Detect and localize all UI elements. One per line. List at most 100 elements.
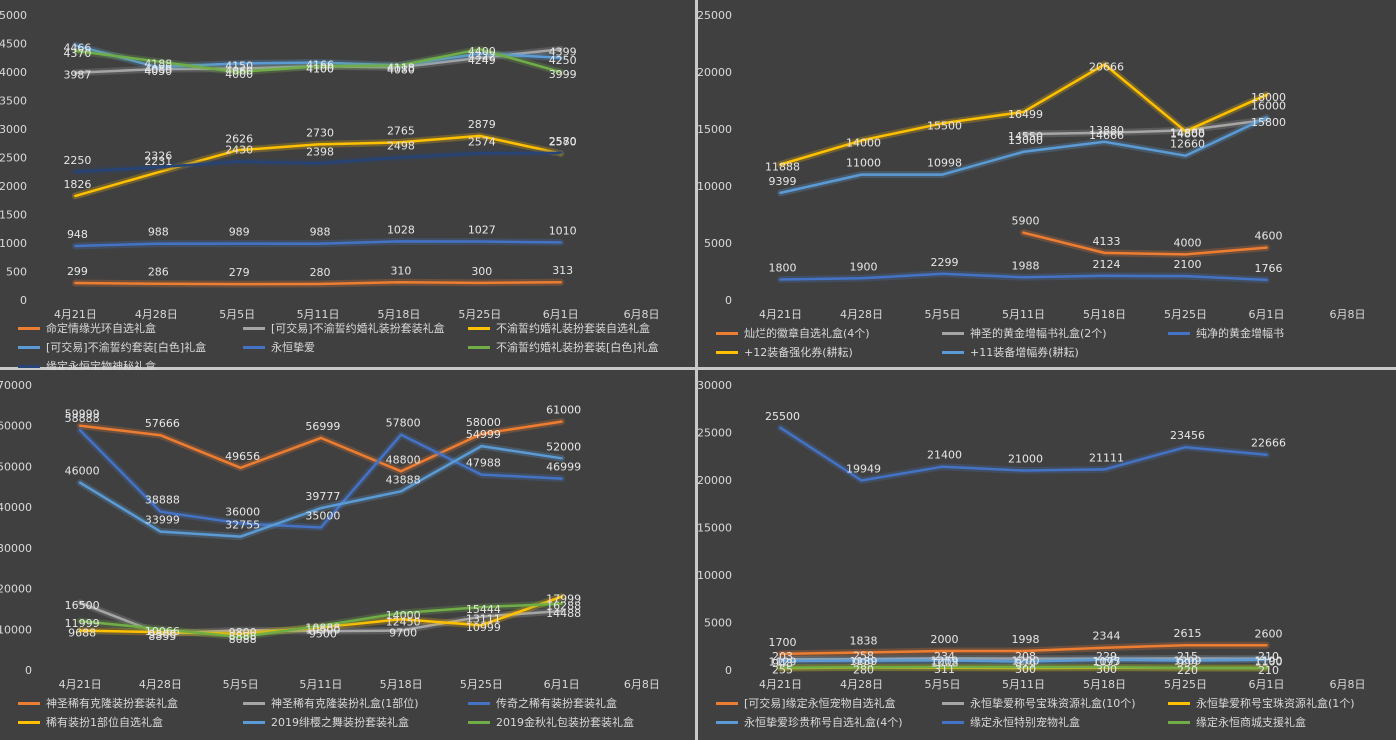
x-tick-label: 4月21日 (59, 678, 102, 691)
data-label: 280 (853, 663, 874, 676)
data-label: 4000 (1174, 236, 1202, 249)
data-label: 36000 (225, 505, 260, 518)
series-line (779, 116, 1268, 195)
legend-swatch (468, 326, 490, 330)
data-label: 4050 (144, 65, 172, 78)
data-label: 57666 (145, 417, 180, 430)
y-tick-label: 3500 (0, 95, 27, 108)
data-label: 35000 (305, 510, 340, 523)
data-label: 46999 (546, 461, 581, 474)
data-label: 280 (310, 266, 331, 279)
chart-4-legend: [可交易]缘定永恒宠物自选礼盒 永恒挚爱称号宝珠资源礼盒(10个) 永恒挚爱称号宝珠… (716, 695, 1388, 730)
data-label: 229 (1096, 650, 1117, 663)
data-label: 1097 (1093, 656, 1121, 669)
data-label: 14000 (846, 136, 881, 149)
data-label: 15500 (927, 119, 962, 132)
data-label: 2299 (931, 256, 959, 269)
data-label: 210 (1258, 664, 1279, 677)
data-label: 1900 (850, 260, 878, 273)
data-label: 4100 (306, 62, 334, 75)
legend-swatch (716, 350, 738, 354)
data-label: 220 (1177, 664, 1198, 677)
data-label: 1838 (850, 635, 878, 648)
data-label: 12660 (1170, 138, 1205, 151)
y-tick-label: 0 (20, 294, 27, 307)
data-label: 4250 (549, 54, 577, 67)
data-label: 43888 (386, 473, 421, 486)
data-label: 20666 (1089, 60, 1124, 73)
y-tick-label: 20000 (698, 474, 732, 487)
data-label: 4080 (387, 63, 415, 76)
data-label: 13111 (466, 613, 501, 626)
x-tick-label: 5月18日 (1083, 678, 1126, 691)
data-label: 4118 (387, 61, 415, 74)
data-label: 8855 (148, 630, 176, 643)
data-label: 1219 (931, 654, 959, 667)
legend-swatch (243, 701, 265, 705)
data-label: 4370 (63, 47, 91, 60)
legend-swatch (243, 345, 265, 349)
legend-item: 稀有装扮1部位自选礼盒 (18, 714, 237, 730)
data-label: 300 (1096, 663, 1117, 676)
data-label: 12450 (386, 615, 421, 628)
y-tick-label: 30000 (0, 542, 32, 555)
chart-panel-2: 0 5000 10000 15000 20000 25000 4月21日 4月28日 5月5日 5… (698, 0, 1396, 367)
data-label: 16499 (1008, 108, 1043, 121)
data-label: 989 (229, 226, 250, 239)
data-label: 39777 (305, 490, 340, 503)
chart-2-legend: 灿烂的徽章自选礼盒(4个) 神圣的黄金增幅书礼盒(2个) 纯净的黄金增幅书 +12装备… (716, 325, 1388, 360)
x-tick-label: 5月25日 (458, 308, 501, 320)
x-tick-label: 5月5日 (219, 308, 255, 320)
data-label: 286 (148, 266, 169, 279)
data-label: 999 (1177, 657, 1198, 670)
legend-item: +11装备增幅券(耕耘) (942, 344, 1162, 360)
data-label: 16500 (65, 599, 100, 612)
data-label: 313 (552, 264, 573, 277)
legend-item: 缘定永恒宝物神秘礼盒 (18, 358, 237, 374)
legend-label: 永恒挚爱 (271, 341, 315, 354)
legend-item: 缘定永恒特别宠物礼盒 (942, 714, 1162, 730)
data-label: 208 (1015, 650, 1036, 663)
x-tick-label: 6月1日 (1249, 678, 1285, 691)
data-label: 14888 (1170, 126, 1205, 139)
data-label: 4089 (144, 63, 172, 76)
data-label: 2600 (1255, 627, 1283, 640)
data-label: 21111 (1089, 451, 1124, 464)
chart-panel-4: 0 5000 10000 15000 20000 25000 30000 4月21日 4月28日… (698, 370, 1396, 740)
legend-label: 稀有装扮1部位自选礼盒 (46, 716, 163, 729)
data-label: 5900 (1012, 215, 1040, 228)
data-label: 879 (1015, 658, 1036, 671)
data-label: 1139 (850, 655, 878, 668)
x-tick-label: 5月11日 (299, 678, 342, 691)
legend-label: [可交易]不渝誓约套装[白色]礼盒 (46, 341, 207, 354)
data-label: 2000 (931, 633, 959, 646)
chart-panel-1: 0 500 1000 1500 2000 2500 3000 3500 4000 4500 5000… (0, 0, 695, 373)
x-tick-label: 6月8日 (624, 678, 660, 691)
data-label: 23456 (1170, 429, 1205, 442)
data-label: 47988 (466, 457, 501, 470)
data-label: 8888 (229, 630, 257, 643)
legend-item: 神圣稀有克隆装扮礼盒(1部位) (243, 695, 462, 711)
data-label: 58000 (466, 416, 501, 429)
legend-swatch (243, 720, 265, 724)
data-label: 38888 (145, 494, 180, 507)
data-label: 4133 (1093, 235, 1121, 248)
legend-swatch (942, 720, 964, 724)
y-tick-label: 25000 (698, 9, 732, 22)
data-label: 16000 (1251, 100, 1286, 113)
x-tick-label: 5月11日 (297, 308, 340, 320)
data-label: 4249 (468, 54, 496, 67)
data-label: 2326 (144, 149, 172, 162)
data-label: 10066 (145, 625, 180, 638)
legend-item: +12装备强化券(耕耘) (716, 344, 936, 360)
x-tick-label: 6月1日 (1249, 308, 1285, 320)
y-tick-label: 0 (725, 294, 732, 307)
legend-label: [可交易]缘定永恒宠物自选礼盒 (744, 697, 896, 710)
data-label: 4000 (225, 68, 253, 81)
data-label: 2570 (549, 136, 577, 149)
legend-label: 灿烂的徽章自选礼盒(4个) (744, 327, 870, 340)
legend-swatch (468, 345, 490, 349)
series-line (779, 426, 1268, 482)
legend-swatch (942, 331, 964, 335)
x-tick-label: 6月8日 (1330, 308, 1366, 320)
